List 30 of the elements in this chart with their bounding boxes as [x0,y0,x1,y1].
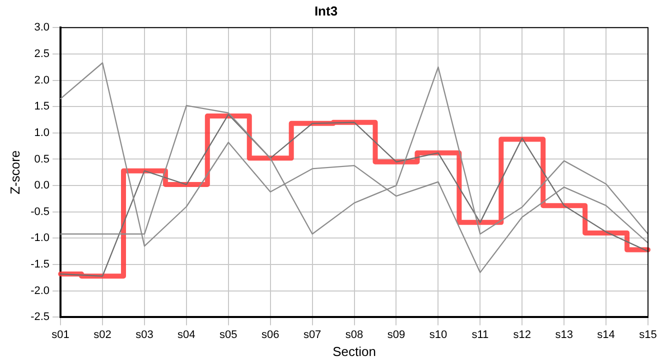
y-tick-label: -2.5 [30,311,50,324]
x-tick-label: s01 [52,328,70,341]
x-tick-label: s15 [639,328,657,341]
y-tick-label: 2.0 [34,74,50,86]
y-tick-label: 0.0 [34,180,50,192]
x-tick-label: s14 [597,328,615,341]
x-tick-label: s13 [555,328,573,341]
x-tick-label: s03 [136,328,154,341]
x-tick-label: s04 [178,328,196,341]
y-tick-label: 0.5 [34,153,50,166]
x-tick-label: s11 [472,328,489,341]
x-tick-label: s12 [513,328,531,341]
y-tick-label: -2.0 [30,284,50,297]
x-tick-label: s05 [220,328,238,341]
x-axis-title: Section [332,344,376,359]
x-tick-label: s06 [261,328,280,341]
y-tick-label: -1.0 [30,232,50,244]
y-tick-label: 3.0 [34,22,50,34]
y-tick-label: 1.0 [34,126,50,139]
x-tick-label: s08 [345,328,364,341]
x-tick-label: s02 [94,328,112,341]
y-tick-label: -1.5 [30,258,50,271]
x-tick-label: s10 [429,328,448,341]
y-tick-label: 1.5 [34,100,50,113]
x-tick-label: s07 [303,328,322,341]
y-tick-label: -0.5 [30,206,50,218]
x-tick-label: s09 [387,328,406,341]
y-axis-title: Z-score [7,150,22,194]
y-tick-label: 2.5 [34,48,50,60]
chart-title: Int3 [314,3,338,18]
